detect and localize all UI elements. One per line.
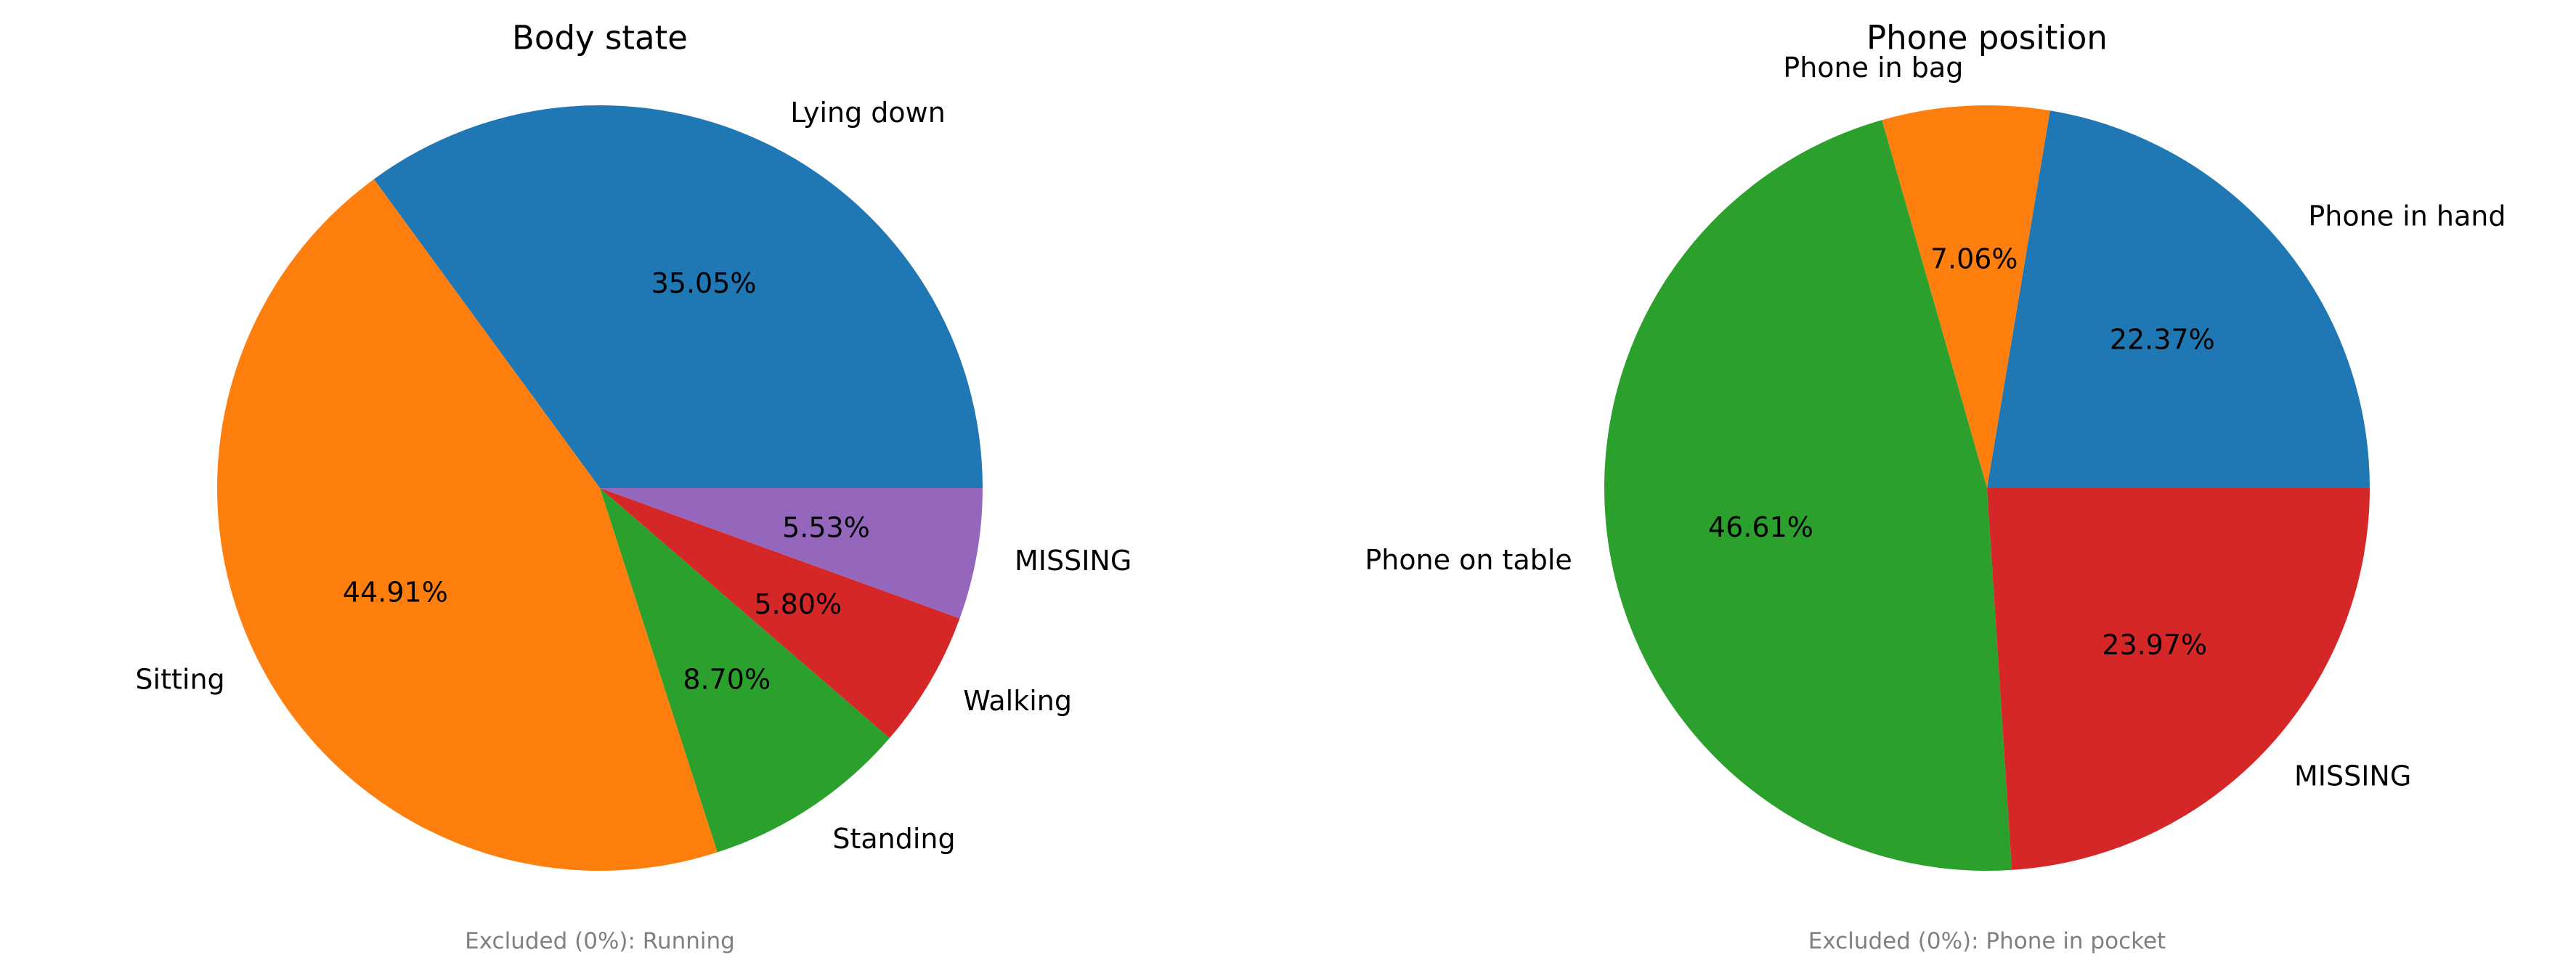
pct-label-phone-in-hand: 22.37% (2110, 324, 2215, 356)
pie-slice-sitting (216, 179, 718, 871)
slice-label-missing: MISSING (2294, 760, 2411, 792)
pct-label-phone-in-bag: 7.06% (1930, 243, 2018, 275)
slice-label-phone-in-bag: Phone in bag (1783, 52, 1963, 84)
pie-slice-walking (600, 488, 960, 739)
slice-label-phone-in-hand: Phone in hand (2308, 200, 2506, 232)
excluded-footnote: Excluded (0%): Phone in pocket (1808, 928, 2166, 954)
pct-label-missing: 23.97% (2102, 629, 2207, 661)
pct-label-phone-on-table: 46.61% (1708, 511, 1813, 543)
pie-slice-phone-in-bag (1882, 105, 2050, 489)
pie-slice-missing (1987, 488, 2370, 870)
slice-label-phone-on-table: Phone on table (1365, 544, 1572, 576)
slice-label-walking: Walking (963, 685, 1072, 717)
pie-slice-lying-down (373, 105, 983, 488)
chart-title: Phone position (1866, 19, 2108, 57)
pie-slice-phone-on-table (1604, 120, 2012, 871)
pct-label-walking: 5.80% (755, 588, 842, 620)
slice-label-missing: MISSING (1015, 545, 1131, 577)
phone-position-pie: Phone in hand 22.37% Phone in bag 7.06% Phon… (1365, 19, 2506, 955)
body-state-pie: Lying down 35.05% Sitting 44.91% Standing 8.7… (135, 19, 1131, 955)
pie-slice-missing (600, 488, 983, 619)
slice-label-standing: Standing (832, 823, 955, 855)
slice-label-sitting: Sitting (135, 664, 224, 696)
pct-label-lying-down: 35.05% (651, 267, 757, 299)
pct-label-standing: 8.70% (683, 664, 771, 696)
excluded-footnote: Excluded (0%): Running (465, 928, 735, 954)
chart-title: Body state (512, 19, 688, 57)
pie-slice-standing (600, 488, 890, 853)
slice-label-lying-down: Lying down (790, 97, 946, 129)
pct-label-missing: 5.53% (782, 512, 870, 544)
pie-slice-phone-in-hand (1987, 110, 2370, 489)
pct-label-sitting: 44.91% (343, 577, 448, 609)
